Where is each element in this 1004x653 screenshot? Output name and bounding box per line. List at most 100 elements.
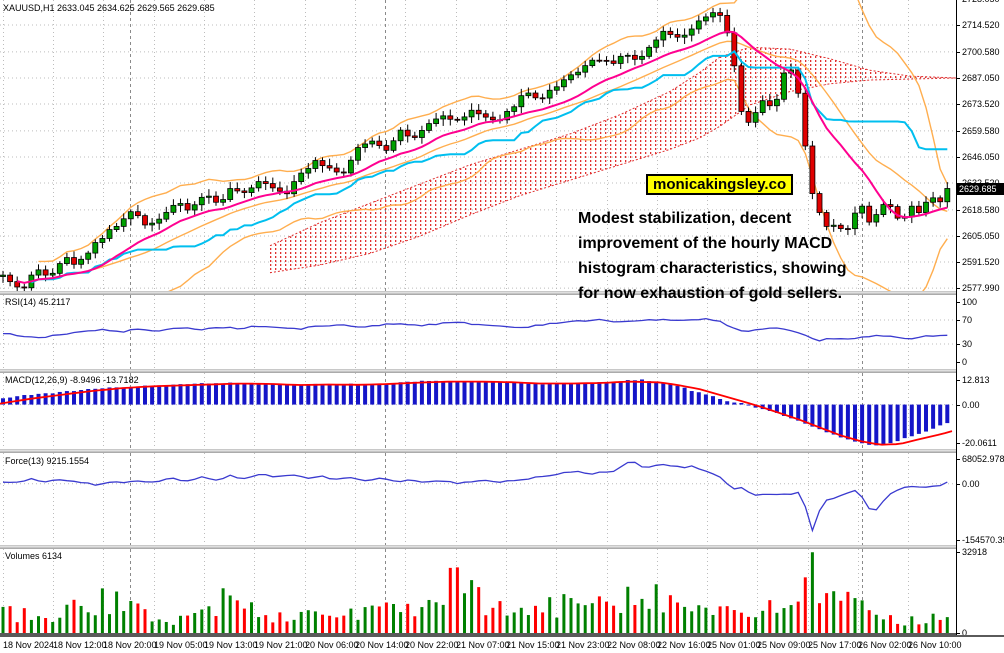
time-axis-label: 18 Nov 12:00 [53, 640, 107, 650]
axis-tick [957, 540, 960, 541]
axis-tick [957, 443, 960, 444]
candle-body [553, 86, 560, 91]
bollinger-upper-band [38, 0, 948, 263]
axis-tick [957, 302, 960, 303]
rsi-pane[interactable] [0, 295, 956, 369]
candle-body [198, 196, 205, 206]
candle-body [21, 286, 28, 289]
candle-body [703, 16, 709, 22]
pane-separator[interactable] [0, 369, 1004, 373]
candle-body [298, 172, 305, 183]
axis-tick [957, 552, 960, 553]
candle-body [56, 263, 63, 274]
price-axis-label: 2605.050 [962, 231, 1000, 241]
time-axis-label: 20 Nov 22:00 [405, 640, 459, 650]
candle-body [262, 181, 269, 184]
force-index-pane[interactable] [0, 453, 956, 545]
candle-body [35, 269, 42, 276]
price-axis[interactable]: 2728.050 2714.520 2700.580 2687.050 2673.520… [956, 0, 1004, 635]
candle-body [859, 205, 865, 214]
candle-body [532, 92, 539, 99]
candle-body [930, 197, 936, 203]
axis-tick [957, 236, 960, 237]
candle-body [347, 159, 354, 174]
candle-body [845, 228, 851, 230]
time-axis-label: 21 Nov 15:00 [506, 640, 560, 650]
candle-body [106, 229, 113, 239]
macd-canvas[interactable] [0, 373, 956, 449]
candle-body [142, 215, 148, 226]
pane-separator[interactable] [0, 449, 1004, 453]
axis-tick [957, 52, 960, 53]
price-axis-label: 2618.580 [962, 205, 1000, 215]
candle-body [923, 201, 929, 213]
price-axis-label: 2714.520 [962, 20, 1000, 30]
candle-body [255, 181, 262, 189]
symbol-ohlc-title: XAUUSD,H1 2633.045 2634.625 2629.565 262… [3, 3, 215, 13]
main-price-pane[interactable] [0, 0, 956, 291]
rsi-canvas[interactable] [0, 295, 956, 369]
candle-body [113, 225, 120, 230]
candle-body [426, 123, 432, 131]
candle-body [667, 30, 674, 35]
macd-pane[interactable] [0, 373, 956, 449]
axis-tick [957, 633, 960, 634]
price-axis-label: 100 [962, 297, 978, 307]
candle-body [561, 79, 567, 88]
candle-body [71, 257, 77, 265]
candle-body [163, 211, 170, 220]
time-axis-label: 25 Nov 09:00 [757, 640, 811, 650]
axis-tick [957, 104, 960, 105]
price-axis-label: 0.00 [962, 479, 980, 489]
volumes-pane[interactable] [0, 549, 956, 633]
candle-body [610, 60, 617, 64]
time-axis-label: 26 Nov 02:00 [858, 640, 912, 650]
volume-bars [1, 552, 949, 633]
volumes-canvas[interactable] [0, 549, 956, 633]
candle-body [454, 118, 461, 121]
candle-body [653, 39, 660, 48]
candle-body [78, 258, 84, 265]
pane-separator[interactable] [0, 545, 1004, 549]
candle-body [291, 181, 298, 195]
time-axis-label: 20 Nov 06:00 [305, 640, 359, 650]
time-axis-label: 19 Nov 13:00 [204, 640, 258, 650]
candle-body [319, 160, 326, 167]
bollinger-lower-band [168, 78, 948, 291]
candle-body [49, 272, 56, 276]
candle-body [397, 129, 404, 142]
candle-body [269, 183, 276, 189]
candle-body [390, 140, 397, 151]
candle-body [127, 211, 134, 220]
senkou-span-a-line [269, 46, 956, 247]
candle-body [248, 187, 255, 193]
axis-tick [957, 405, 960, 406]
time-axis-label: 26 Nov 10:00 [908, 640, 962, 650]
force-indicator-label: Force(13) 9215.1554 [5, 456, 90, 466]
candle-body [688, 28, 695, 36]
pane-separator[interactable] [0, 291, 1004, 295]
rsi-indicator-label: RSI(14) 45.2117 [5, 297, 71, 307]
time-axis-label: 22 Nov 16:00 [657, 640, 711, 650]
axis-tick [957, 210, 960, 211]
main-chart-canvas[interactable] [0, 0, 956, 291]
candle-body [482, 113, 489, 118]
price-axis-label: 2728.050 [962, 0, 1000, 4]
price-axis-label: -20.0611 [962, 438, 997, 448]
bollinger-middle-band [38, 40, 948, 281]
candle-body [823, 212, 830, 227]
candle-body [191, 204, 198, 211]
force-canvas[interactable] [0, 453, 956, 545]
candle-body [85, 252, 92, 260]
time-axis[interactable]: 18 Nov 2024 18 Nov 12:00 18 Nov 20:00 19 No… [0, 635, 1004, 653]
candle-body [660, 30, 667, 41]
candle-body [816, 193, 823, 213]
pane-separator [0, 633, 1004, 635]
candle-body [489, 116, 496, 121]
candles [0, 7, 951, 291]
candle-body [745, 111, 752, 123]
axis-tick [957, 78, 960, 79]
rsi-line [2, 317, 948, 342]
candle-body [873, 214, 880, 223]
candle-body [511, 106, 518, 112]
